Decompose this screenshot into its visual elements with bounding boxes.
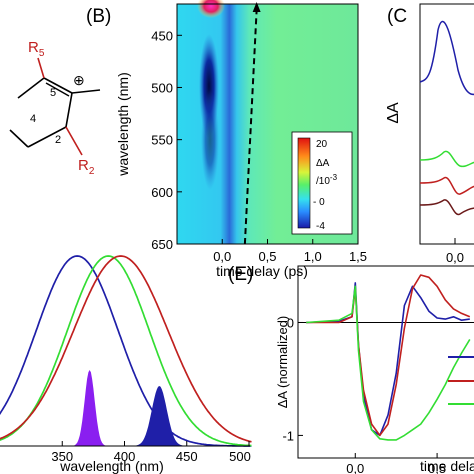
panel-c: (C ΔA 0,0 <box>385 3 474 265</box>
panel-e-xtick-label: 0,0 <box>346 461 364 474</box>
panel-d: 350 400 450 500 wavelength (nm) <box>0 255 252 474</box>
heatmap-ytick-label: 600 <box>151 185 173 200</box>
heatmap-ytick-label: 450 <box>151 28 173 43</box>
panel-e-ticks: 0,0 0,5 0 -1 <box>282 315 446 474</box>
heatmap-y-ticks: 450 500 550 600 650 <box>151 28 182 252</box>
r5-label: R5 <box>28 39 45 59</box>
panel-c-ylabel: ΔA <box>385 102 402 124</box>
panel-e-xtick-label: 0,5 <box>428 461 446 474</box>
colorbar <box>297 137 311 229</box>
panel-e-ytick-label: -1 <box>282 428 294 443</box>
panel-c-trace-green <box>419 150 474 168</box>
atom-number-2: 2 <box>55 134 61 146</box>
positive-charge: ⊕ <box>73 72 85 88</box>
kinetic-trace-blue <box>306 282 470 437</box>
panel-d-xtick-label: 350 <box>51 449 73 464</box>
panel-c-trace-darkred <box>419 199 474 216</box>
heatmap-xtick-label: 1,0 <box>304 249 322 264</box>
panel-c-frame <box>419 3 474 245</box>
panel-d-x-ticks: 350 400 450 500 <box>51 441 251 464</box>
r2-label: R2 <box>78 157 95 177</box>
panel-e-xlabel: time delay <box>420 458 474 474</box>
panel-c-trace-red <box>419 176 474 195</box>
heatmap-xtick-label: 1,5 <box>349 249 367 264</box>
heatmap-arrow <box>243 9 258 245</box>
panel-c-trace-blue <box>419 20 474 96</box>
panel-d-xtick-label: 500 <box>229 449 251 464</box>
panel-b: (B) 0,0 0,5 1,0 1,5 450 500 550 600 650 time de… <box>86 0 367 279</box>
heatmap-xtick-label: 0,0 <box>213 249 231 264</box>
colorbar-label-max: 20 <box>316 139 328 150</box>
spectrum-band-blue <box>0 386 252 446</box>
spectrum-curve-red <box>0 255 252 443</box>
heatmap-ytick-label: 550 <box>151 133 173 148</box>
panel-e-ytick-label: 0 <box>287 315 294 330</box>
heatmap-arrowhead <box>252 2 261 12</box>
panel-e-label: (E) <box>228 264 253 285</box>
panel-e-ylabel: ΔA (normalized) <box>275 316 290 409</box>
panel-c-label: (C <box>387 6 407 27</box>
colorbar-label-zero: - 0 <box>313 197 325 208</box>
heatmap-ytick-label: 650 <box>151 237 173 252</box>
colorbar-label-min: -4 <box>316 221 325 232</box>
kinetic-traces <box>306 274 471 441</box>
heatmap-xlabel: time delay (ps) <box>216 263 308 279</box>
panel-d-xtick-label: 450 <box>176 449 198 464</box>
heatmap-x-ticks: 0,0 0,5 1,0 1,5 <box>213 239 367 264</box>
heatmap-xtick-label: 0,5 <box>258 249 276 264</box>
spectra-curves <box>0 255 252 447</box>
spectrum-curve-blue <box>0 255 252 447</box>
panel-e: (E) 0,0 0,5 0 -1 ΔA (normalized) time delay <box>228 264 474 474</box>
panel-b-label: (B) <box>86 6 111 27</box>
atom-number-4: 4 <box>30 113 36 125</box>
panel-d-xlabel: wavelength (nm) <box>59 458 164 474</box>
panel-e-frame <box>297 265 474 459</box>
spectrum-curve-green <box>0 255 252 447</box>
panel-d-xtick-label: 400 <box>114 449 136 464</box>
spectrum-band-violet <box>0 370 252 446</box>
heatmap-ylabel: wavelength (nm) <box>115 72 131 177</box>
colorbar-label-da: ΔA <box>316 158 330 169</box>
panel-c-xtick-label: 0,0 <box>446 250 464 265</box>
heatmap-ytick-label: 500 <box>151 80 173 95</box>
atom-number-5: 5 <box>50 87 56 99</box>
heatmap-bleach-tail <box>201 90 219 190</box>
colorbar-label-unit: /10-3 <box>316 173 338 187</box>
imidazolium-structure: R5 R2 5 4 2 ⊕ <box>9 39 101 177</box>
kinetic-trace-green <box>306 285 471 441</box>
